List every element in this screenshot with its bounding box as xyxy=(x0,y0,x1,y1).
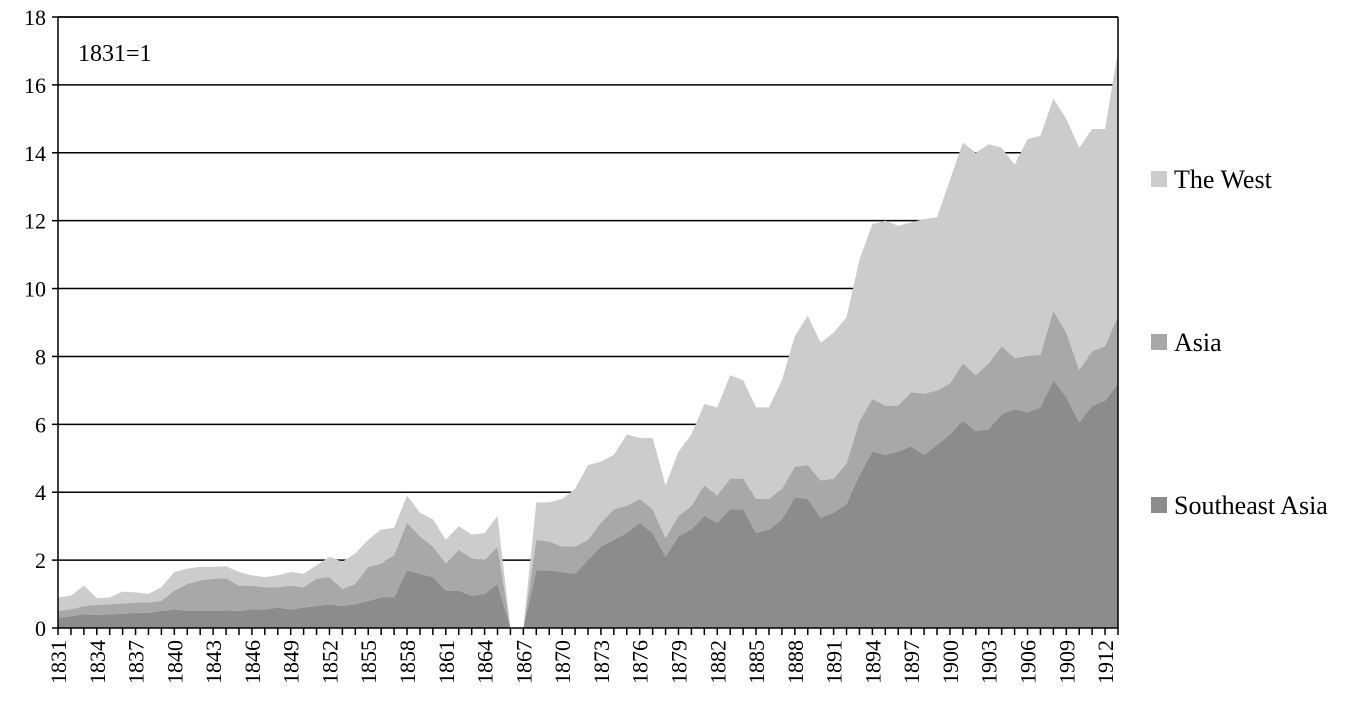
x-tick-label: 1837 xyxy=(124,640,149,684)
legend-label-asia: Asia xyxy=(1174,328,1222,357)
x-tick-label: 1864 xyxy=(473,640,498,684)
y-tick-label: 0 xyxy=(35,616,46,641)
x-tick-label: 1867 xyxy=(511,640,536,684)
x-tick-label: 1885 xyxy=(744,640,769,684)
x-axis-ticks: 1831 1834 1837 1840 1843 1846 1849 1852 1855 1858… xyxy=(46,628,1119,684)
y-tick-label: 10 xyxy=(24,277,46,302)
x-tick-label: 1882 xyxy=(705,640,730,684)
y-tick-label: 8 xyxy=(35,344,46,369)
x-tick-label: 1843 xyxy=(201,640,226,684)
x-tick-label: 1906 xyxy=(1016,640,1041,684)
legend: The West Asia Southeast Asia xyxy=(1151,165,1328,520)
y-tick-label: 18 xyxy=(24,5,46,30)
y-tick-label: 6 xyxy=(35,412,46,437)
x-tick-label: 1855 xyxy=(356,640,381,684)
legend-swatch-asia xyxy=(1151,334,1167,350)
x-tick-label: 1861 xyxy=(434,640,459,684)
x-tick-label: 1897 xyxy=(899,640,924,684)
y-tick-label: 12 xyxy=(24,209,46,234)
x-tick-label: 1900 xyxy=(938,640,963,684)
x-tick-label: 1894 xyxy=(860,640,885,684)
x-tick-label: 1903 xyxy=(977,640,1002,684)
y-tick-label: 4 xyxy=(35,480,46,505)
index-base-annotation: 1831=1 xyxy=(78,41,152,67)
x-tick-label: 1879 xyxy=(666,640,691,684)
x-tick-label: 1873 xyxy=(589,640,614,684)
x-tick-label: 1831 xyxy=(46,640,71,684)
x-tick-label: 1888 xyxy=(783,640,808,684)
legend-label-southeast-asia: Southeast Asia xyxy=(1174,491,1328,520)
x-tick-label: 1912 xyxy=(1093,640,1118,684)
x-tick-label: 1852 xyxy=(317,640,342,684)
x-tick-label: 1849 xyxy=(279,640,304,684)
x-tick-label: 1846 xyxy=(240,640,265,684)
area-the-west xyxy=(58,50,1118,628)
legend-swatch-southeast-asia xyxy=(1151,497,1167,513)
x-tick-label: 1909 xyxy=(1054,640,1079,684)
y-tick-label: 16 xyxy=(24,73,46,98)
legend-label-the-west: The West xyxy=(1174,165,1273,194)
y-tick-label: 2 xyxy=(35,548,46,573)
plot-areas xyxy=(58,50,1118,628)
y-tick-label: 14 xyxy=(24,141,46,166)
x-tick-label: 1870 xyxy=(550,640,575,684)
x-tick-label: 1840 xyxy=(162,640,187,684)
x-tick-label: 1891 xyxy=(822,640,847,684)
x-tick-label: 1834 xyxy=(85,640,110,684)
x-tick-label: 1858 xyxy=(395,640,420,684)
area-southeast-asia xyxy=(58,380,1118,628)
legend-swatch-the-west xyxy=(1151,171,1167,187)
y-axis-ticks: 0 2 4 6 8 10 12 14 16 18 xyxy=(24,5,58,641)
x-tick-label: 1876 xyxy=(628,640,653,684)
